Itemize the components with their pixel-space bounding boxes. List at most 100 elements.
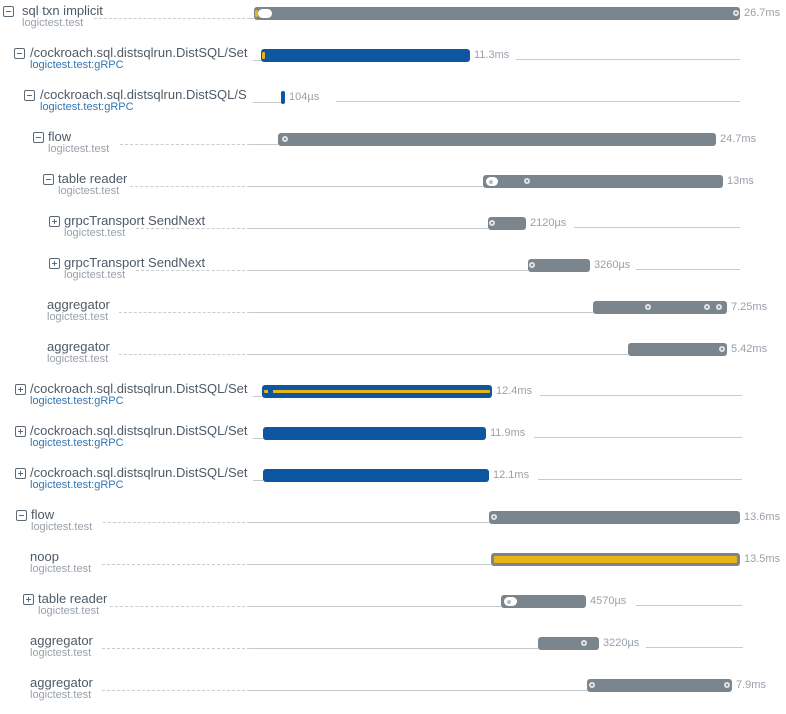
span-duration-bar[interactable] [254,7,740,20]
span-duration-bar[interactable] [263,427,486,440]
connector-line [250,270,528,271]
leader-dashed-line [119,354,250,355]
span-row[interactable]: grpcTransport SendNext logictest.test 2120… [0,213,786,255]
span-duration-bar[interactable] [501,595,586,608]
connector-line [250,564,491,565]
span-duration-bar[interactable] [262,385,492,398]
span-row[interactable]: table reader logictest.test 13ms [0,171,786,213]
log-marker-dot-icon [724,682,730,688]
span-duration-bar[interactable] [628,343,727,356]
duration-label: 13.6ms [744,511,781,523]
trailing-line [534,437,742,438]
expand-icon[interactable] [15,384,26,395]
leader-dashed-line [119,312,250,313]
leader-dashed-line [94,18,250,19]
span-row[interactable]: aggregator logictest.test 7.9ms [0,675,786,714]
span-duration-bar[interactable] [538,637,599,650]
connector-line [250,228,488,229]
log-marker-dot-icon [589,682,595,688]
duration-label: 4570µs [590,595,627,607]
connector-line [253,438,263,439]
span-row[interactable]: aggregator logictest.test 3220µs [0,633,786,675]
span-row[interactable]: /cockroach.sql.distsqlrun.DistSQL/Set log… [0,45,786,87]
expand-icon[interactable] [23,594,34,605]
span-duration-bar[interactable] [261,49,470,62]
span-row[interactable]: /cockroach.sql.distsqlrun.DistSQL/Set log… [0,423,786,465]
log-marker-dot-icon [489,179,493,184]
span-row[interactable]: noop logictest.test 13.5ms [0,549,786,591]
span-row[interactable]: flow logictest.test 13.6ms [0,507,786,549]
span-title: grpcTransport SendNext [64,214,206,228]
span-duration-bar[interactable] [281,91,285,104]
collapse-icon[interactable] [14,48,25,59]
expand-icon[interactable] [49,216,60,227]
span-duration-bar[interactable] [263,469,489,482]
span-subtitle: logictest.test:gRPC [30,437,124,449]
log-marker-dot-icon [491,514,497,520]
span-title: aggregator [30,634,93,648]
span-subtitle: logictest.test [38,605,100,617]
yellow-stripe [264,390,490,393]
span-title: /cockroach.sql.distsqlrun.DistSQL/Set [30,382,248,396]
span-title: /cockroach.sql.distsqlrun.DistSQL/Set [30,424,248,438]
connector-line [250,354,628,355]
span-row[interactable]: aggregator logictest.test 7.25ms [0,297,786,339]
log-marker-dot-icon [716,304,722,310]
collapse-icon[interactable] [33,132,44,143]
trailing-line [574,227,740,228]
connector-line [250,648,538,649]
duration-label: 5.42ms [731,343,768,355]
log-marker-dot-icon [581,640,587,646]
span-title: grpcTransport SendNext [64,256,206,270]
leader-dashed-line [110,606,250,607]
trailing-line [636,605,742,606]
collapse-icon[interactable] [16,510,27,521]
connector-line [250,312,593,313]
leader-dashed-line [130,186,250,187]
span-duration-bar[interactable] [488,217,526,230]
span-duration-bar[interactable] [528,259,590,272]
span-duration-bar[interactable] [491,553,740,566]
span-subtitle: logictest.test [58,185,120,197]
leader-dashed-line [102,564,250,565]
trailing-line [540,395,742,396]
expand-icon[interactable] [49,258,60,269]
collapse-icon[interactable] [24,90,35,101]
span-subtitle: logictest.test:gRPC [40,101,134,113]
span-duration-bar[interactable] [278,133,716,146]
collapse-icon[interactable] [3,6,14,17]
trailing-line [336,101,740,102]
expand-icon[interactable] [15,426,26,437]
collapse-icon[interactable] [43,174,54,185]
span-duration-bar[interactable] [489,511,740,524]
span-row[interactable]: aggregator logictest.test 5.42ms [0,339,786,381]
span-title: flow [31,508,55,522]
span-duration-bar[interactable] [587,679,732,692]
connector-line [250,690,587,691]
span-row[interactable]: flow logictest.test 24.7ms [0,129,786,171]
trailing-line [516,59,740,60]
connector-line [250,144,278,145]
span-duration-bar[interactable] [483,175,723,188]
span-row[interactable]: sql txn implicit logictest.test 26.7ms [0,3,786,45]
log-marker-pill-icon [504,597,517,606]
log-marker-pill-icon [258,9,272,18]
duration-label: 3220µs [603,637,640,649]
log-marker-dot-icon [704,304,710,310]
span-subtitle: logictest.test [48,143,110,155]
span-duration-bar[interactable] [593,301,727,314]
span-row[interactable]: grpcTransport SendNext logictest.test 3260… [0,255,786,297]
span-subtitle: logictest.test [22,17,84,29]
log-marker-dot-icon [645,304,651,310]
span-row[interactable]: /cockroach.sql.distsqlrun.DistSQL/Set log… [0,381,786,423]
duration-label: 12.1ms [493,469,530,481]
duration-label: 13.5ms [744,553,781,565]
expand-icon[interactable] [15,468,26,479]
span-row[interactable]: /cockroach.sql.distsqlrun.DistSQL/S logic… [0,87,786,129]
duration-label: 11.3ms [474,49,510,61]
span-row[interactable]: table reader logictest.test 4570µs [0,591,786,633]
log-marker-dot-icon [507,599,511,604]
duration-label: 24.7ms [720,133,757,145]
span-row[interactable]: /cockroach.sql.distsqlrun.DistSQL/Set log… [0,465,786,507]
